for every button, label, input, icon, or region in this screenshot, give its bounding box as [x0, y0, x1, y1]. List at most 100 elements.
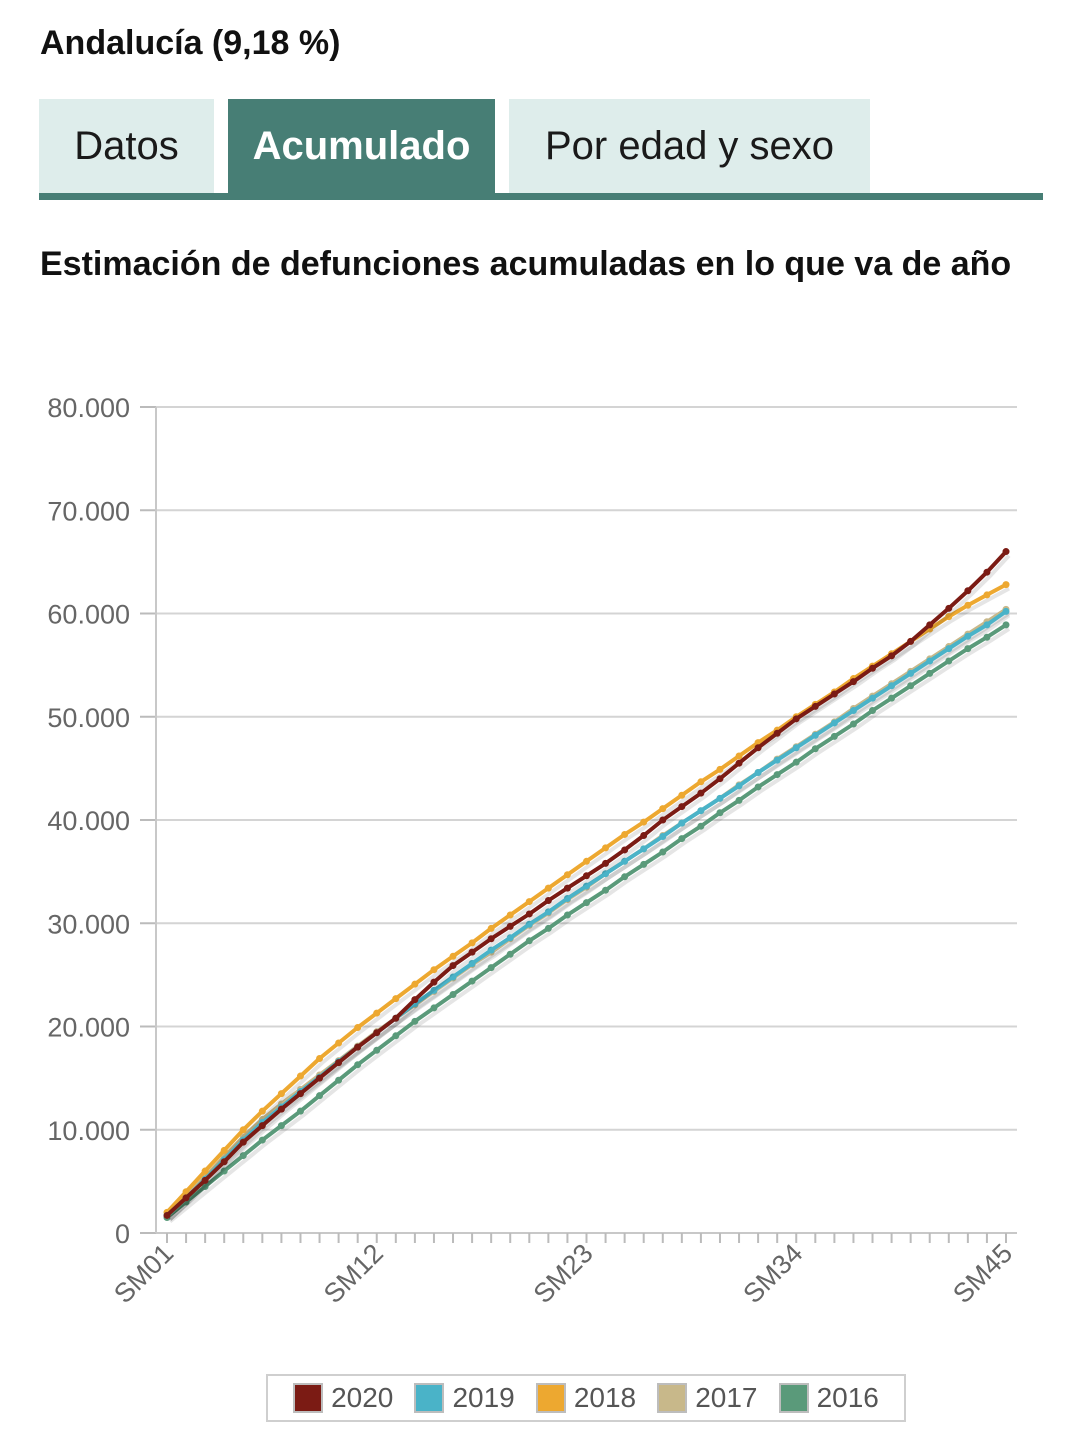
legend-item-2018[interactable]: 2018 [535, 1382, 637, 1414]
data-point [220, 1167, 228, 1175]
data-point [716, 809, 724, 817]
data-point [602, 886, 610, 894]
data-point [869, 664, 877, 672]
legend-label: 2017 [695, 1382, 758, 1413]
data-point [659, 833, 667, 841]
data-point [697, 822, 705, 830]
data-point [945, 657, 953, 665]
data-point [354, 1061, 362, 1069]
tab-datos[interactable]: Datos [39, 99, 214, 193]
data-point [678, 791, 686, 799]
data-point [583, 872, 590, 880]
series-2016 [163, 621, 1011, 1224]
data-point [735, 752, 743, 760]
data-point [983, 621, 991, 629]
data-point [926, 657, 934, 665]
data-point [678, 835, 686, 843]
data-point [697, 807, 705, 815]
series-2019 [163, 607, 1011, 1221]
data-point [506, 934, 514, 942]
data-point [373, 1009, 381, 1017]
data-point [430, 966, 438, 974]
data-point [659, 848, 667, 856]
data-point [449, 952, 457, 960]
data-point [907, 669, 915, 677]
data-point [487, 935, 495, 943]
data-point [792, 715, 800, 723]
region-title: Andalucía (9,18 %) [40, 24, 341, 62]
data-point [964, 587, 972, 595]
data-point [563, 911, 571, 919]
tab-acumulado[interactable]: Acumulado [228, 99, 495, 193]
data-point [926, 621, 934, 629]
y-tick-label: 50.000 [47, 703, 130, 733]
legend-item-2017[interactable]: 2017 [657, 1382, 758, 1414]
data-point [964, 601, 972, 609]
data-point [201, 1176, 209, 1184]
data-point [525, 898, 533, 906]
data-point [506, 950, 514, 958]
data-point [468, 939, 476, 947]
data-point [716, 765, 724, 773]
data-point [754, 783, 762, 791]
data-point [830, 719, 838, 727]
tab-por-edad-y-sexo[interactable]: Por edad y sexo [509, 99, 870, 193]
data-point [468, 977, 476, 985]
data-point [411, 980, 419, 988]
data-point [678, 819, 686, 827]
y-tick-label: 80.000 [47, 393, 130, 423]
data-point [735, 759, 743, 767]
data-point [277, 1105, 285, 1113]
data-point [602, 859, 610, 867]
data-point [1002, 607, 1010, 615]
data-point [964, 645, 972, 653]
data-point [392, 995, 400, 1003]
legend-label: 2018 [573, 1382, 637, 1413]
data-point [316, 1074, 324, 1082]
series-2020 [163, 548, 1011, 1221]
series-shadow [168, 586, 1010, 1218]
data-point [563, 894, 571, 902]
data-point [430, 978, 438, 986]
data-point [735, 782, 743, 790]
series-shadow [168, 613, 1011, 1221]
data-point [830, 732, 838, 740]
chart-legend: 2020 2019 2018 2017 2016 [266, 1374, 906, 1422]
data-point [983, 568, 991, 576]
x-tick-label: SM23 [528, 1238, 599, 1309]
series-shadow [168, 554, 1011, 1221]
data-point [449, 990, 457, 998]
data-point [468, 960, 476, 968]
data-point [735, 796, 743, 804]
data-point [583, 857, 590, 865]
data-point [258, 1107, 266, 1115]
data-point [525, 920, 533, 928]
data-point [583, 899, 590, 907]
data-point [945, 613, 953, 621]
y-tick-label: 20.000 [47, 1013, 130, 1043]
series-shadow [168, 627, 1011, 1224]
data-point [487, 924, 495, 932]
data-point [602, 844, 610, 852]
legend-item-2016[interactable]: 2016 [778, 1382, 879, 1414]
legend-swatch [778, 1383, 809, 1413]
data-point [640, 831, 648, 839]
data-point [373, 1046, 381, 1054]
data-point [430, 986, 438, 994]
y-tick-label: 10.000 [47, 1116, 130, 1146]
data-point [830, 690, 838, 698]
data-point [697, 778, 705, 786]
data-point [964, 632, 972, 640]
data-point [354, 1043, 362, 1051]
cumulative-deaths-chart: 0 10.000 20.000 30.000 40.000 50.000 60.000 70.… [47, 393, 1018, 1309]
legend-item-2019[interactable]: 2019 [414, 1382, 515, 1414]
legend-label: 2016 [816, 1382, 879, 1413]
legend-item-2020[interactable]: 2020 [293, 1382, 393, 1414]
data-point [316, 1055, 324, 1063]
data-point [296, 1090, 304, 1098]
data-point [258, 1122, 266, 1130]
data-point [201, 1183, 209, 1191]
data-point [258, 1136, 266, 1144]
data-point [621, 846, 629, 854]
data-point [544, 924, 552, 932]
